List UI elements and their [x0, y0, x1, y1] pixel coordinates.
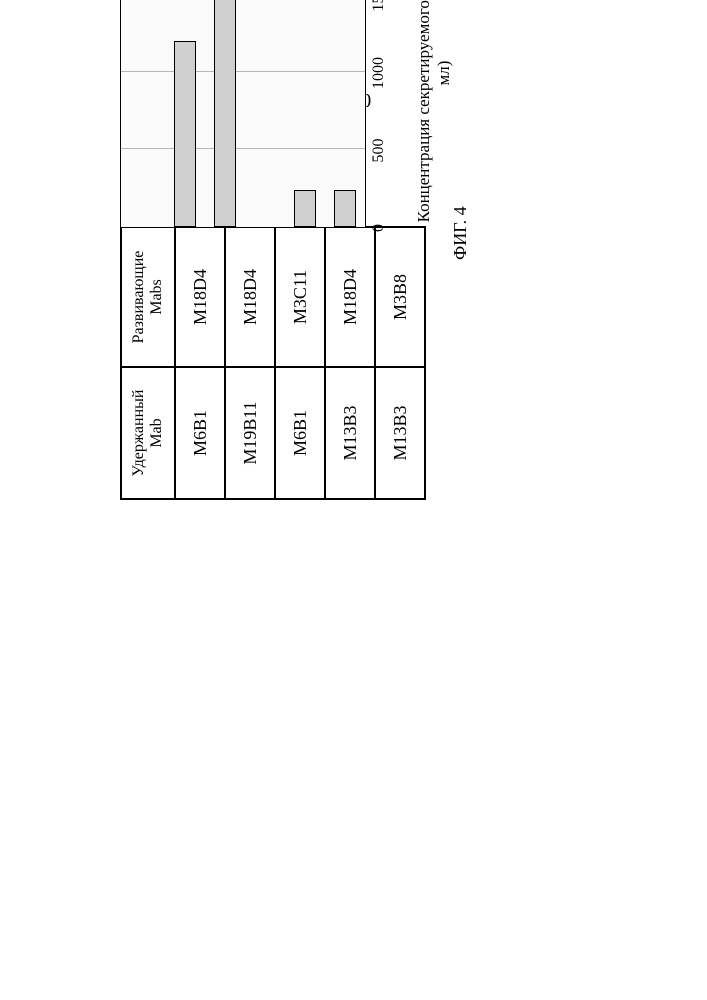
table-row: M19B11 M18D4: [225, 227, 275, 499]
x-tick-row: 0500100015002000: [366, 0, 388, 228]
table-body: M6B1 M18D4 M19B11 M18D4 M6B1 M3C11 M13B3…: [175, 227, 425, 499]
cell-retained: M13B3: [375, 367, 425, 499]
figure-caption: ФИГ. 4: [450, 206, 471, 260]
cell-retained: M13B3: [325, 367, 375, 499]
table-header-row: УдержанныйMab РазвивающиеMabs: [121, 227, 175, 499]
cell-retained: M19B11: [225, 367, 275, 499]
table-header-retained: УдержанныйMab: [121, 367, 175, 499]
table-row: M6B1 M18D4: [175, 227, 225, 499]
x-tick-label: 500: [370, 139, 388, 163]
mabs-table: УдержанныйMab РазвивающиеMabs M6B1 M18D4…: [120, 226, 426, 500]
chart-bar: [334, 190, 356, 227]
x-tick-label: 1500: [370, 0, 388, 12]
chart-bar: [214, 0, 236, 227]
x-axis-label: Концентрация секретируемого GPC3 (нг/мл): [414, 0, 454, 228]
x-tick-label: 0: [370, 224, 388, 232]
cell-developing: M18D4: [325, 227, 375, 367]
page: 4/20 УдержанныйMab РазвивающиеMabs M6B1 …: [0, 0, 707, 1000]
chart-gridline: [121, 149, 365, 150]
cell-developing: M3C11: [275, 227, 325, 367]
cell-developing: M18D4: [225, 227, 275, 367]
table-row: M6B1 M3C11: [275, 227, 325, 499]
cell-retained: M6B1: [175, 367, 225, 499]
x-tick-label: 1000: [370, 57, 388, 89]
cell-retained: M6B1: [275, 367, 325, 499]
cell-developing: M3B8: [375, 227, 425, 367]
chart-plot-area: [120, 0, 366, 228]
table-header-developing: РазвивающиеMabs: [121, 227, 175, 367]
chart-container: 0500100015002000 Концентрация секретируе…: [120, 0, 428, 228]
figure-row: УдержанныйMab РазвивающиеMabs M6B1 M18D4…: [120, 0, 428, 500]
cell-developing: M18D4: [175, 227, 225, 367]
figure-rotated-group: УдержанныйMab РазвивающиеMabs M6B1 M18D4…: [120, 0, 428, 500]
table-row: M13B3 M3B8: [375, 227, 425, 499]
chart-gridline: [121, 71, 365, 72]
chart-bar: [294, 190, 316, 227]
table-row: M13B3 M18D4: [325, 227, 375, 499]
chart-bar: [174, 41, 196, 227]
